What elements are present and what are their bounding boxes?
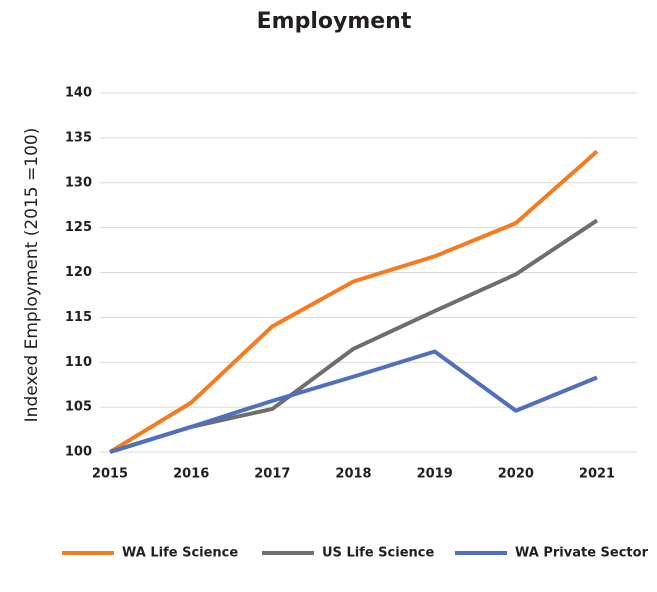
y-axis-label: Indexed Employment (2015 =100) <box>22 128 42 423</box>
y-tick-label: 125 <box>65 220 92 235</box>
y-tick-label: 105 <box>65 400 92 415</box>
y-tick-label: 100 <box>65 445 92 460</box>
legend-label: WA Private Sector <box>515 546 649 561</box>
x-tick-label: 2018 <box>335 467 371 482</box>
x-tick-label: 2019 <box>417 467 453 482</box>
x-tick-label: 2017 <box>254 467 290 482</box>
y-tick-label: 130 <box>65 175 92 190</box>
y-tick-label: 110 <box>65 355 92 370</box>
series-line <box>108 149 599 454</box>
x-tick-label: 2021 <box>579 467 615 482</box>
chart-title: Employment <box>257 9 412 34</box>
y-tick-label: 135 <box>65 130 92 145</box>
y-tick-label: 120 <box>65 265 92 280</box>
x-tick-label: 2020 <box>498 467 534 482</box>
series-line <box>109 218 599 454</box>
y-tick-label: 140 <box>65 86 92 101</box>
legend-label: US Life Science <box>322 546 434 561</box>
x-tick-label: 2015 <box>92 467 128 482</box>
y-tick-label: 115 <box>65 310 92 325</box>
legend-label: WA Life Science <box>122 546 238 561</box>
x-tick-label: 2016 <box>173 467 209 482</box>
series-line <box>109 349 598 454</box>
